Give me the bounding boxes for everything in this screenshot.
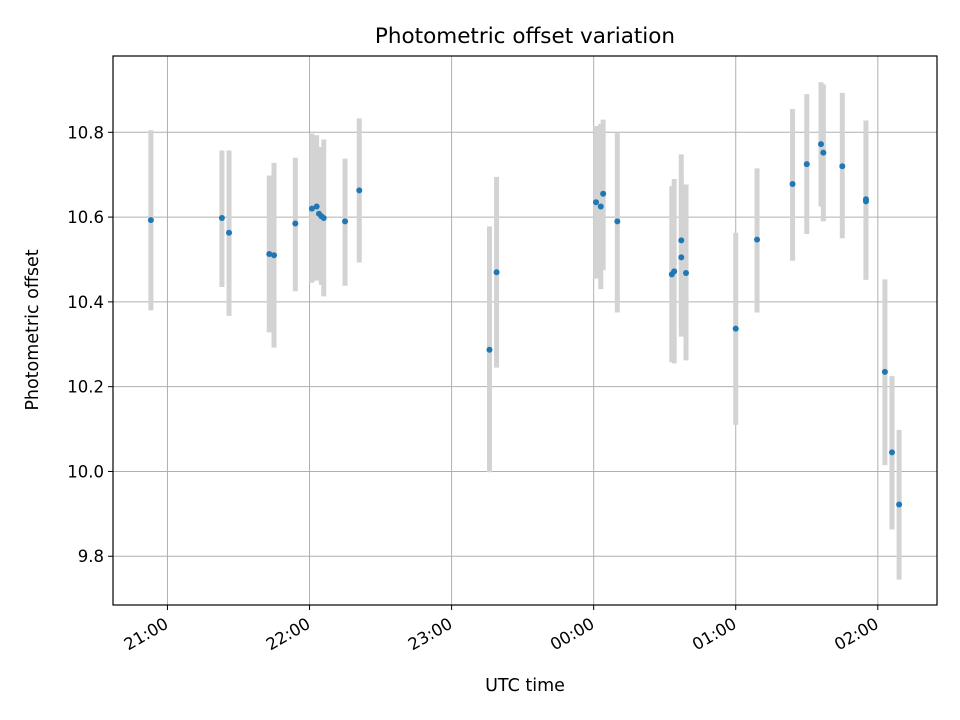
y-tick-label: 10.8 (67, 123, 104, 142)
data-point (226, 229, 233, 236)
data-point (218, 214, 225, 221)
y-tick-label: 10.4 (67, 293, 104, 312)
data-point (292, 220, 299, 227)
y-tick-label: 10.2 (67, 378, 104, 397)
data-point (789, 181, 796, 188)
data-point (486, 346, 493, 353)
data-point (881, 368, 888, 375)
data-point (493, 269, 500, 276)
data-point (839, 163, 846, 170)
data-point (271, 252, 278, 259)
data-point (266, 250, 273, 257)
y-axis-label: Photometric offset (23, 249, 43, 410)
data-point (356, 187, 363, 194)
data-point (820, 149, 827, 156)
data-point (817, 141, 824, 148)
data-point (593, 199, 600, 206)
data-point (147, 217, 154, 224)
chart-title: Photometric offset variation (375, 24, 675, 49)
data-point (614, 218, 621, 225)
data-point (671, 268, 678, 275)
data-point (754, 236, 761, 243)
data-point (889, 449, 896, 456)
plot-frame (112, 55, 938, 606)
data-point (803, 161, 810, 168)
data-point (600, 190, 607, 197)
data-point (896, 501, 903, 508)
data-point (320, 214, 327, 221)
data-point (732, 325, 739, 332)
y-tick-label: 10.0 (67, 462, 104, 481)
data-point (342, 218, 349, 225)
data-point (308, 205, 315, 212)
y-tick-label: 10.6 (67, 208, 104, 227)
data-point (597, 203, 604, 210)
data-point (678, 254, 685, 261)
y-tick-label: 9.8 (78, 547, 104, 566)
data-point (678, 237, 685, 244)
data-point (862, 196, 869, 203)
data-point (683, 270, 690, 277)
y-axis-ticks: 9.8 10.0 10.2 10.4 10.6 10.8 (67, 123, 113, 566)
data-points (147, 141, 903, 508)
x-axis-label: UTC time (485, 676, 565, 696)
data-point (313, 203, 320, 210)
